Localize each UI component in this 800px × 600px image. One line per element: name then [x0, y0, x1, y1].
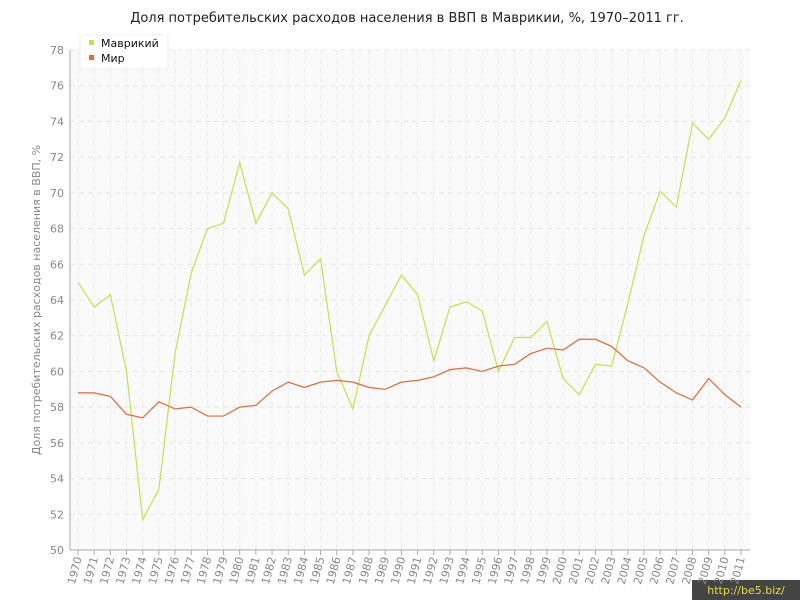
y-tick-label: 78 — [50, 44, 64, 57]
legend-label: Маврикий — [101, 37, 159, 50]
legend-box — [79, 34, 169, 70]
y-tick-label: 72 — [50, 151, 64, 164]
series-line — [77, 80, 742, 522]
y-tick-label: 68 — [50, 223, 64, 236]
y-tick-label: 54 — [50, 473, 64, 486]
y-tick-label: 66 — [50, 258, 64, 271]
y-tick-label: 60 — [50, 365, 64, 378]
chart-title: Доля потребительских расходов населения … — [130, 11, 684, 26]
y-tick-label: 50 — [50, 544, 64, 557]
y-tick-label: 74 — [50, 115, 64, 128]
y-tick-label: 62 — [50, 330, 64, 343]
watermark-bg — [692, 580, 800, 600]
legend-swatch — [89, 40, 94, 45]
y-axis-label: Доля потребительских расходов населения … — [30, 145, 43, 455]
plot-area — [70, 50, 750, 550]
y-tick-label: 56 — [50, 437, 64, 450]
y-tick-label: 64 — [50, 294, 64, 307]
y-tick-label: 52 — [50, 508, 64, 521]
y-tick-label: 76 — [50, 80, 64, 93]
y-tick-label: 58 — [50, 401, 64, 414]
legend-label: Мир — [101, 52, 125, 65]
y-tick-label: 70 — [50, 187, 64, 200]
series-line — [78, 338, 742, 419]
watermark: http://be5.biz/ — [707, 584, 785, 597]
legend-swatch — [89, 55, 94, 60]
